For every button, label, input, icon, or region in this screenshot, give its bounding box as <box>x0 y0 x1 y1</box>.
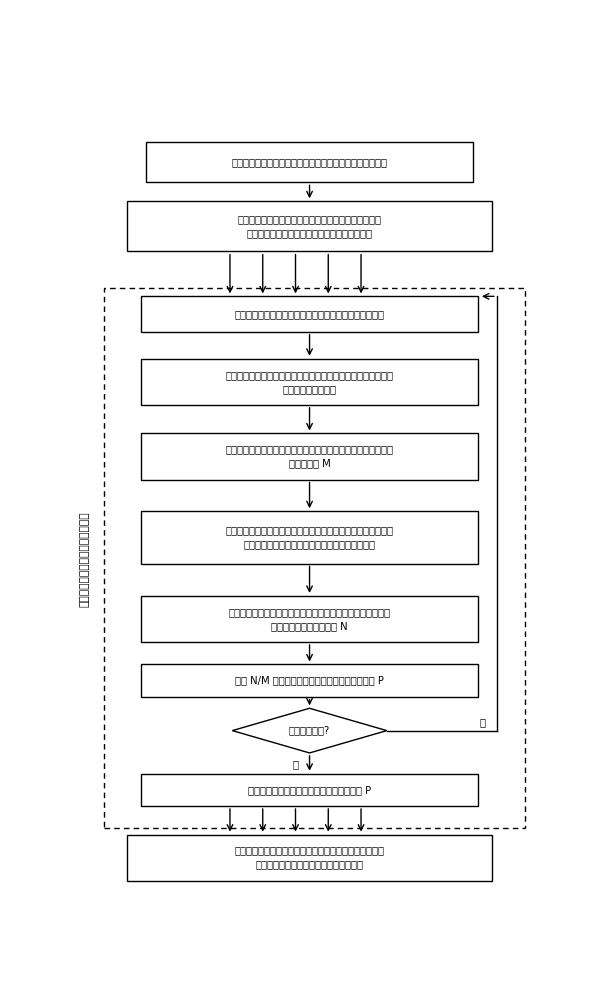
Bar <box>141 596 478 642</box>
Bar <box>127 201 492 251</box>
Bar <box>141 774 478 806</box>
Bar <box>104 288 525 828</box>
Text: 得到当前线程分配到的所有目标用户的概率 P: 得到当前线程分配到的所有目标用户的概率 P <box>248 785 371 795</box>
Text: 从当前线程分配到的目标历史数据中选择下一个目标用户: 从当前线程分配到的目标历史数据中选择下一个目标用户 <box>234 309 385 319</box>
Text: 是: 是 <box>480 717 486 727</box>
Bar <box>127 835 492 881</box>
Text: 计算 N/M 作为该目标用户使用该可行套餐的概率 P: 计算 N/M 作为该目标用户使用该可行套餐的概率 P <box>235 676 384 686</box>
Bar <box>141 433 478 480</box>
Text: 启动当前线程块中的线程，每个线程只处理自己线程分
配到的目标历史数据，各线程之间同时并行执行: 启动当前线程块中的线程，每个线程只处理自己线程分 配到的目标历史数据，各线程之间… <box>237 214 382 238</box>
Text: 否: 否 <box>292 759 298 769</box>
Bar <box>141 359 478 405</box>
Text: 计算筛选后数据中所有所用套餐配置、所用套餐资费和当前待估
的可行套餐的套餐配置、套餐资费之间的相似度。: 计算筛选后数据中所有所用套餐配置、所用套餐资费和当前待估 的可行套餐的套餐配置、… <box>225 525 394 549</box>
Text: 将各个线程得到的结果进行汇总，利用适应値计算公式，
得到当前线程块对应的可行套餐的适应値: 将各个线程得到的结果进行汇总，利用适应値计算公式， 得到当前线程块对应的可行套餐… <box>234 846 385 870</box>
Bar <box>146 142 474 182</box>
Text: 继续从筛选后数据中筛选出相似度优于一定阈値的参考用户记
录，记录筛选后的记录数 N: 继续从筛选后数据中筛选出相似度优于一定阈値的参考用户记 录，记录筛选后的记录数 … <box>228 607 391 631</box>
Text: 还有目标用户?: 还有目标用户? <box>289 726 330 736</box>
Polygon shape <box>233 708 387 753</box>
Bar <box>141 296 478 332</box>
Bar <box>141 664 478 697</box>
Text: 将目标历史数据按当前线程块的线程数进行等量等间隔拆分: 将目标历史数据按当前线程块的线程数进行等量等间隔拆分 <box>231 157 388 167</box>
Text: 线程块中每一线程并行执行的步骤: 线程块中每一线程并行执行的步骤 <box>80 511 90 607</box>
Text: 筛选出相似度优于一定阈値的参考用户记录，记录筛选后的参考
用户记录数 M: 筛选出相似度优于一定阈値的参考用户记录，记录筛选后的参考 用户记录数 M <box>225 444 394 468</box>
Bar <box>141 511 478 564</box>
Text: 计算参考数据中通信习惯、月度消费和该目标用户的通信习惯、
月度消费的相似度。: 计算参考数据中通信习惯、月度消费和该目标用户的通信习惯、 月度消费的相似度。 <box>225 370 394 394</box>
